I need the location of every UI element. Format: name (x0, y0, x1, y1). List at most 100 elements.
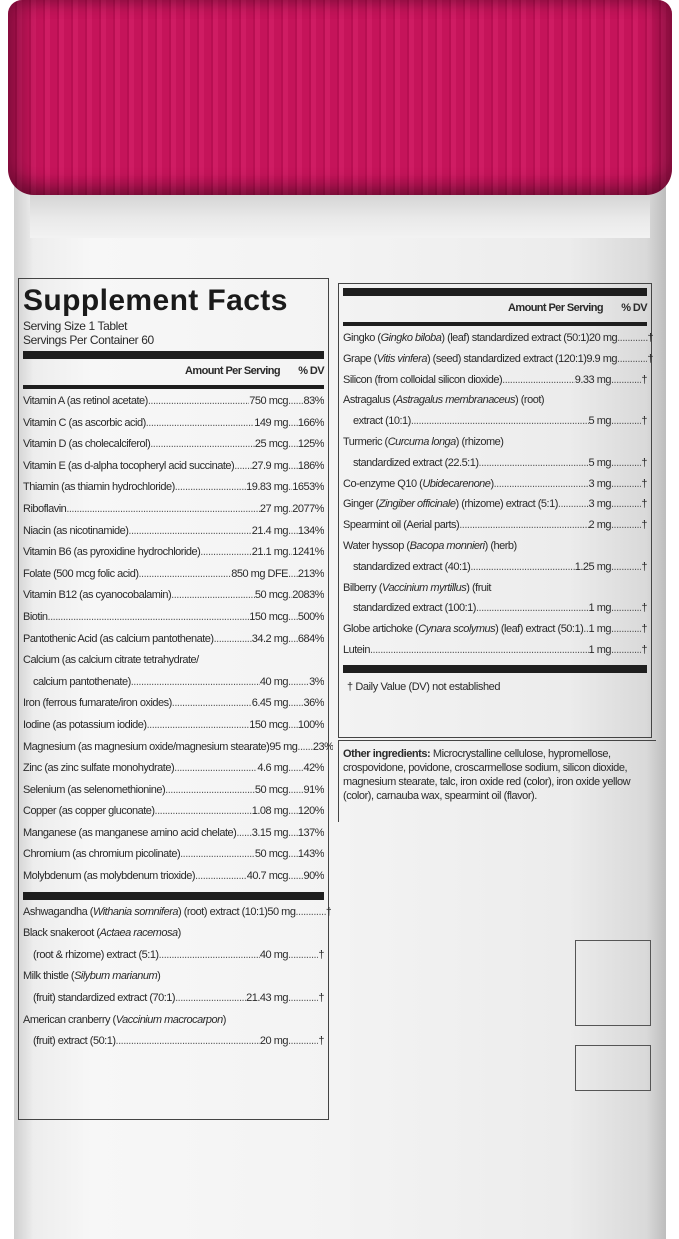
name-segment: ) (root) (515, 394, 545, 407)
supplement-facts-right-panel: Amount Per Serving % DV Gingko (Gingko bi… (338, 283, 654, 738)
ingredient-dv: 1241% (288, 542, 324, 564)
ingredient-name: Vitamin D (as cholecalciferol) (23, 434, 151, 456)
ingredient-name: Calcium (as calcium citrate tetrahydrate… (23, 650, 199, 672)
dv-value: † (641, 373, 647, 386)
dv-value: 1241% (292, 546, 324, 559)
dot-leader (234, 456, 252, 478)
dot-leader (48, 607, 250, 629)
row-line: Chromium (as chromium picolinate) 50 mcg 1… (23, 844, 324, 866)
ingredient-name: Astragalus (Astragalus membranaceus) (ro… (343, 390, 545, 411)
name-segment: ) (177, 927, 182, 940)
ingredient-row: Thiamin (as thiamin hydrochloride) 19.83 … (23, 477, 324, 499)
dot-leader (288, 607, 298, 629)
dv-value: † (641, 456, 647, 469)
name-segment: ) (490, 477, 494, 490)
name-segment: Gingko ( (343, 332, 381, 344)
name-segment: American cranberry ( (23, 1013, 116, 1026)
name-segment: ) (fruit (466, 581, 491, 594)
ingredient-name: Co-enzyme Q10 (Ubidecarenone) (343, 474, 494, 495)
ingredient-dv: † (611, 494, 647, 515)
ingredient-amount: 1 mg (588, 643, 612, 656)
ingredient-row: Silicon (from colloidal silicon dioxide)… (343, 370, 647, 391)
name-segment: Silybum marianum (74, 970, 158, 983)
dot-leader (297, 737, 312, 759)
row-line: Turmeric (Curcuma longa) (rhizome) (343, 432, 647, 453)
dv-value: † (641, 519, 647, 532)
name-segment: Molybdenum (as molybdenum trioxide) (23, 870, 196, 883)
name-segment: ) (herb) (484, 539, 518, 552)
dot-leader (611, 640, 641, 661)
ingredient-row: Vitamin C (as ascorbic acid) 149 mg 166% (23, 413, 324, 435)
name-segment: Iodine (as potassium iodide) (23, 718, 147, 731)
dot-leader (479, 453, 589, 474)
dot-leader (288, 866, 303, 888)
ingredient-amount: 19.83 mg (246, 481, 288, 494)
ingredient-row: Folate (500 mcg folic acid) 850 mg DFE 213… (23, 564, 324, 586)
header-amount: Amount Per Serving (185, 365, 281, 377)
divider (343, 664, 647, 673)
ingredient-amount: 21.43 mg (246, 992, 288, 1005)
dv-value: † (318, 948, 324, 961)
name-segment: ) (leaf) standardized extract (50:1) (441, 332, 590, 344)
name-segment: Folate (500 mcg folic acid) (23, 567, 139, 580)
ingredient-amount: 1.25 mg (574, 560, 612, 573)
ingredient-name: Biotin (23, 607, 48, 629)
row-line: Niacin (as nicotinamide) 21.4 mg 134% (23, 521, 324, 543)
ingredient-amount: 3.15 mg (251, 826, 289, 839)
name-segment: Iron (ferrous fumarate/iron oxides) (23, 697, 172, 710)
dv-value: † (641, 477, 647, 490)
dv-value: † (641, 623, 647, 636)
ingredient-name: Turmeric (Curcuma longa) (rhizome) (343, 432, 504, 453)
row-line: Vitamin D (as cholecalciferol) 25 mcg 125% (23, 434, 324, 456)
dv-value: † (641, 602, 647, 615)
ingredient-name: American cranberry (Vaccinium macrocarpo… (23, 1010, 226, 1032)
ingredient-dv: † (611, 557, 647, 578)
name-segment: Silicon (from colloidal silicon dioxide) (343, 373, 503, 386)
dv-value: 2083% (292, 589, 324, 602)
dv-value: † (647, 352, 654, 365)
ingredient-name: Copper (as copper gluconate) (23, 801, 155, 823)
dot-leader (411, 411, 589, 432)
name-segment: Actaea racemosa (99, 927, 178, 940)
dot-leader (611, 494, 641, 515)
row-line: Co-enzyme Q10 (Ubidecarenone) 3 mg † (343, 474, 647, 495)
ingredient-amount: 149 mg (254, 416, 288, 429)
ingredient-dv: † (288, 988, 324, 1010)
dot-leader (617, 328, 647, 349)
name-segment: (fruit) extract (50:1) (33, 1035, 116, 1048)
name-segment: Biotin (23, 610, 48, 623)
dot-leader (195, 866, 247, 888)
name-segment: Ginger ( (343, 498, 379, 511)
row-line: Vitamin A (as retinol acetate) 750 mcg 83% (23, 391, 324, 413)
dot-leader (288, 715, 298, 737)
ingredient-dv: † (295, 902, 332, 924)
ingredient-dv: 2083% (288, 585, 324, 607)
column-header: Amount Per Serving % DV (23, 361, 325, 381)
ingredient-amount: 27.9 mg (251, 459, 289, 472)
name-segment: Vitamin C (as ascorbic acid) (23, 416, 146, 429)
name-segment: (fruit) standardized extract (70:1) (33, 992, 176, 1005)
ingredient-name-continued: (fruit) standardized extract (70:1) (33, 988, 176, 1010)
ingredient-name: Silicon (from colloidal silicon dioxide) (343, 370, 503, 391)
ingredient-dv: 23% (297, 737, 334, 759)
name-segment: Curcuma longa (387, 435, 457, 448)
row-line: Pantothenic Acid (as calcium pantothenat… (23, 629, 324, 651)
dot-leader (288, 629, 298, 651)
dot-leader (175, 477, 246, 499)
ingredient-row: Iodine (as potassium iodide) 150 mcg 100% (23, 715, 324, 737)
dot-leader (611, 598, 641, 619)
ingredient-name: Pantothenic Acid (as calcium pantothenat… (23, 629, 214, 651)
ingredient-dv: 1653% (288, 477, 324, 499)
ingredient-amount: 150 mcg (249, 718, 288, 731)
dot-leader (146, 413, 255, 435)
name-segment: Zinc (as zinc sulfate monohydrate) (23, 762, 175, 775)
row-line: Manganese (as manganese amino acid chela… (23, 823, 324, 845)
name-segment: Milk thistle ( (23, 970, 75, 983)
ingredient-name-continued: (root & rhizome) extract (5:1) (33, 945, 159, 967)
column-header: Amount Per Serving % DV (343, 298, 648, 318)
dot-leader (148, 391, 249, 413)
dot-leader (288, 758, 303, 780)
dot-leader (175, 988, 246, 1010)
ingredient-name: Globe artichoke (Cynara scolymus) (leaf)… (343, 619, 584, 640)
ingredient-amount: 9.33 mg (574, 373, 612, 386)
